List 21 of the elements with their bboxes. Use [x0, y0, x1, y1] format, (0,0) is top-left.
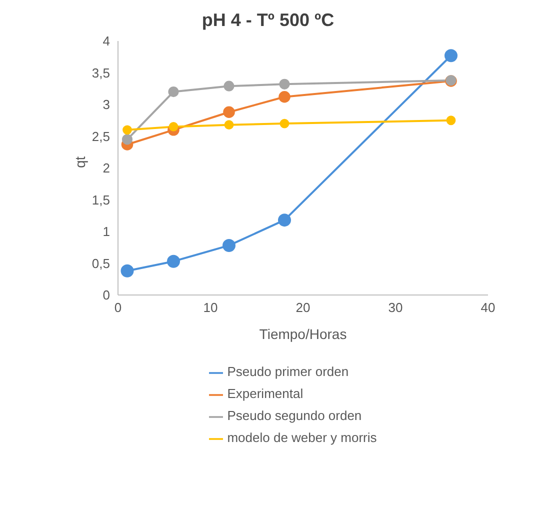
legend-label: modelo de weber y morris: [227, 430, 377, 445]
y-tick-label: 1,5: [92, 192, 110, 208]
x-tick-label: 0: [114, 300, 122, 316]
x-tick-label: 30: [388, 300, 403, 316]
x-tick-label: 40: [480, 300, 496, 316]
y-tick-label: 2: [102, 160, 110, 176]
y-tick-label: 3: [102, 97, 110, 112]
x-tick-label: 20: [296, 300, 310, 316]
chart-title: pH 4 - Tº 500 ºC: [200, 10, 336, 31]
x-tick-label: 10: [203, 300, 218, 316]
y-tick-label: 3,5: [92, 65, 110, 80]
y-axis-title: qt: [72, 156, 88, 168]
y-tick-label: 1: [102, 224, 110, 240]
legend-label: Pseudo segundo orden: [227, 408, 362, 423]
y-tick-label: 2,5: [92, 128, 110, 144]
y-tick-label: 0,5: [92, 256, 110, 271]
y-tick-label: 0: [102, 288, 110, 303]
x-axis-title: Tiempo/Horas: [259, 326, 347, 342]
legend-label: Experimental: [227, 386, 304, 401]
y-tick-label: 4: [102, 34, 110, 49]
legend-label: Pseudo primer orden: [227, 364, 349, 379]
